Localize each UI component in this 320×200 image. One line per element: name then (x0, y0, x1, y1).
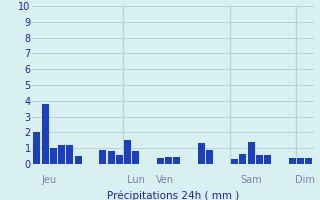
Bar (264, 155, 271, 164)
Bar (58, 145, 65, 164)
Bar (231, 159, 238, 164)
Bar (198, 143, 205, 164)
Bar (124, 140, 131, 164)
Bar (256, 155, 263, 164)
Text: Ven: Ven (156, 175, 174, 185)
Bar (239, 154, 246, 164)
Bar (165, 157, 172, 164)
Bar (157, 158, 164, 164)
Bar (248, 142, 254, 164)
Text: Dim: Dim (295, 175, 315, 185)
Bar (173, 157, 180, 164)
Text: Sam: Sam (240, 175, 262, 185)
Bar (289, 158, 296, 164)
Bar (305, 158, 312, 164)
Bar (297, 158, 304, 164)
Text: Jeu: Jeu (42, 175, 57, 185)
Bar (108, 151, 115, 164)
Bar (99, 150, 106, 164)
Text: Lun: Lun (127, 175, 145, 185)
Bar (75, 156, 82, 164)
Bar (42, 104, 49, 164)
Bar (206, 150, 213, 164)
Bar (34, 132, 40, 164)
Bar (116, 155, 123, 164)
Bar (50, 148, 57, 164)
Text: Précipitations 24h ( mm ): Précipitations 24h ( mm ) (107, 191, 239, 200)
Bar (132, 151, 139, 164)
Bar (66, 145, 73, 164)
